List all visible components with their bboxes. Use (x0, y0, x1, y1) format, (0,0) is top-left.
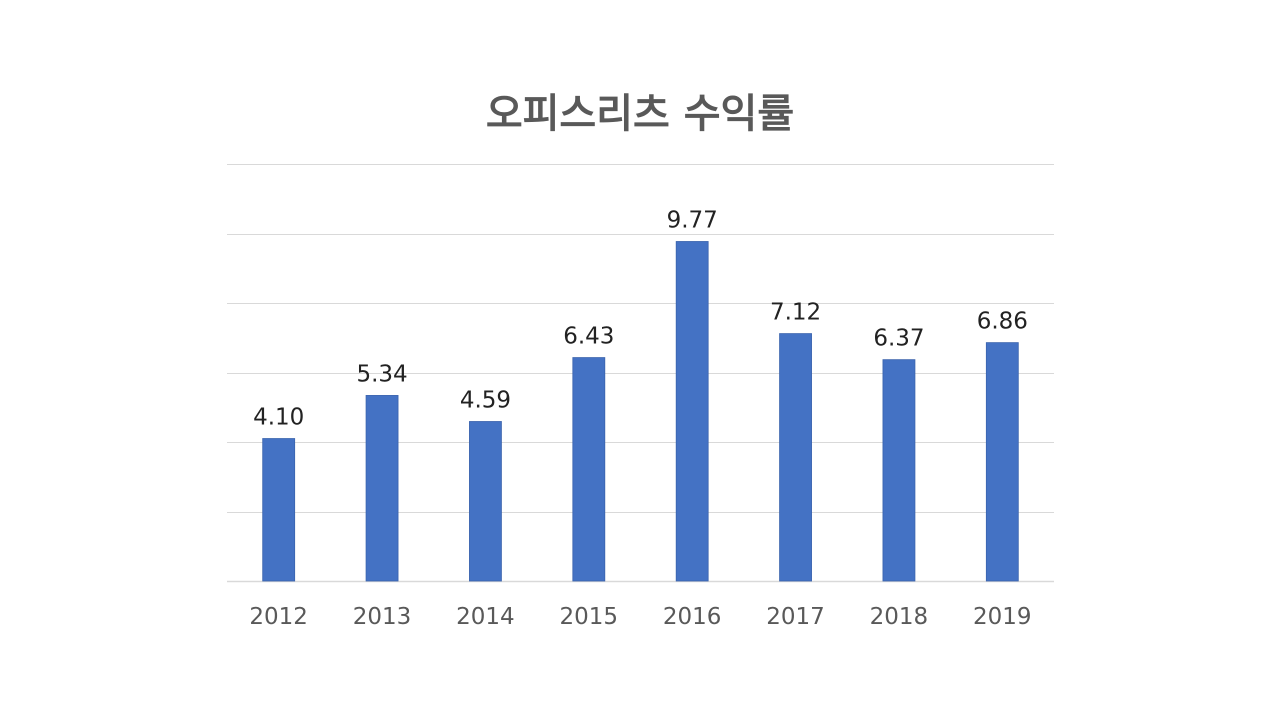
data-label-2013: 5.34 (356, 361, 407, 387)
x-tick-label-2014: 2014 (456, 604, 515, 630)
x-tick-label-2012: 2012 (249, 604, 308, 630)
data-label-2015: 6.43 (563, 324, 614, 350)
x-tick-label-2013: 2013 (353, 604, 412, 630)
bar-2015 (572, 357, 606, 582)
bar-2012 (262, 438, 296, 582)
data-label-2018: 6.37 (873, 326, 924, 352)
bar-2013 (365, 395, 399, 582)
data-label-2019: 6.86 (977, 309, 1028, 335)
x-tick-label-2015: 2015 (560, 604, 619, 630)
bar-2019 (985, 342, 1019, 582)
x-tick-label-2018: 2018 (870, 604, 929, 630)
data-label-2012: 4.10 (253, 405, 304, 431)
data-label-2014: 4.59 (460, 387, 511, 413)
x-tick-label-2016: 2016 (663, 604, 722, 630)
bar-2014 (469, 421, 502, 582)
gridlines (227, 164, 1054, 583)
data-label-2017: 7.12 (770, 300, 821, 326)
x-axis-ticks: 2012 2013 2014 2015 2016 2017 2018 2019 (249, 604, 1031, 630)
bar-2016 (675, 241, 709, 582)
data-labels: 4.10 5.34 4.59 6.43 9.77 7.12 6.37 6.86 (253, 207, 1028, 430)
bar-2018 (882, 359, 916, 582)
x-tick-label-2019: 2019 (973, 604, 1032, 630)
x-tick-label-2017: 2017 (766, 604, 825, 630)
data-label-2016: 9.77 (667, 207, 718, 233)
chart-title: 오피스리츠 수익률 (485, 91, 795, 137)
bar-2017 (779, 333, 812, 582)
bars (262, 241, 1019, 582)
